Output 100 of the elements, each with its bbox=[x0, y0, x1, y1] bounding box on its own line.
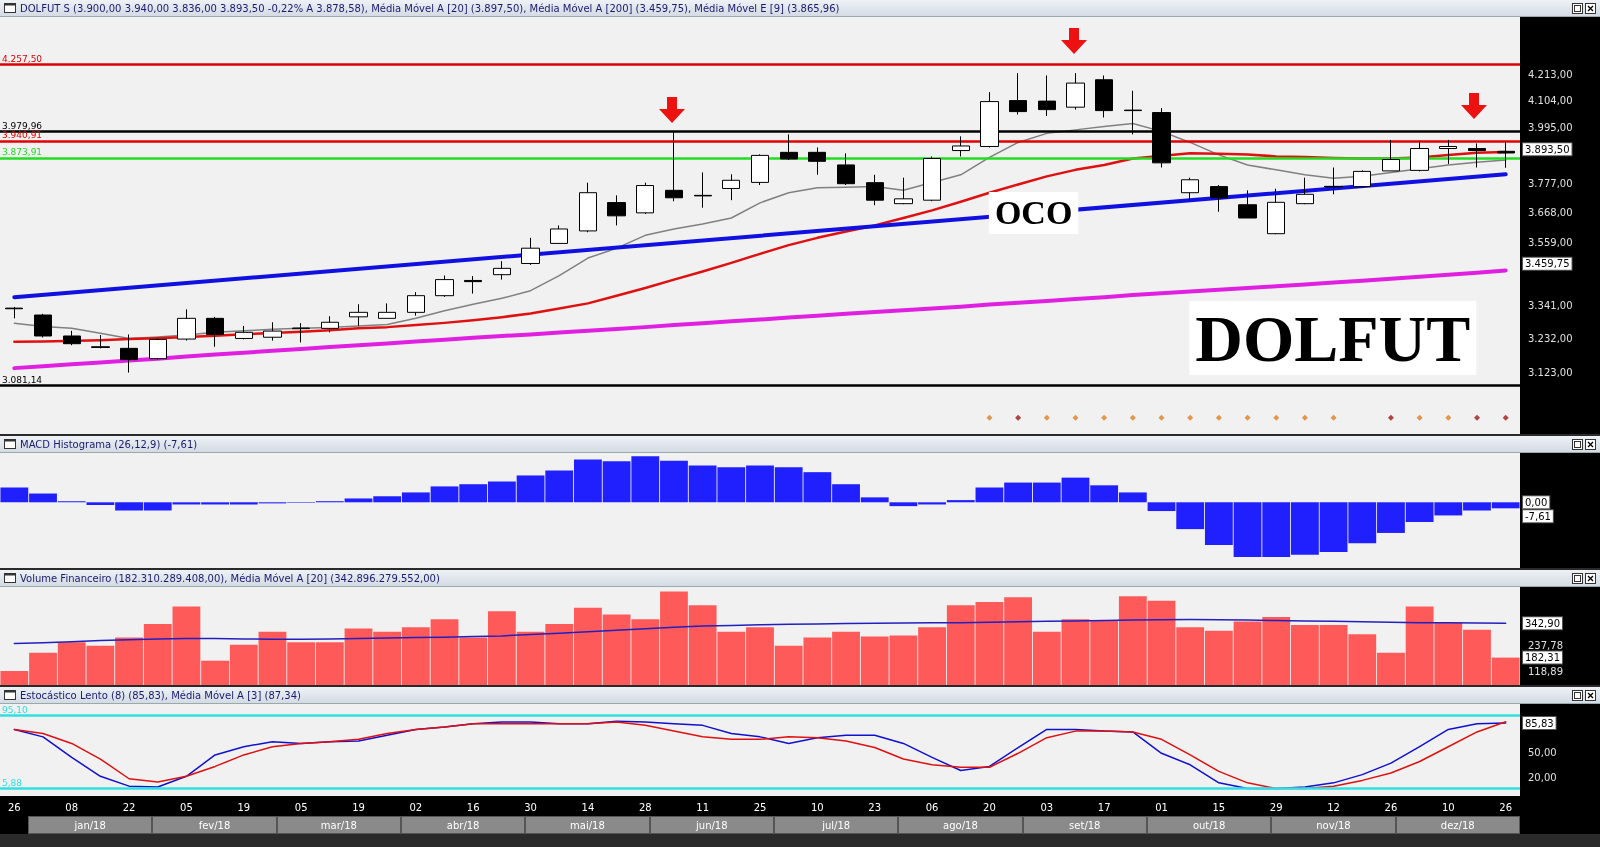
x-tick-label: 01 bbox=[1155, 801, 1168, 813]
candlestick bbox=[1324, 167, 1343, 195]
x-tick-label: 05 bbox=[180, 801, 193, 813]
candlestick bbox=[1267, 188, 1285, 235]
x-tick-label: 29 bbox=[1269, 801, 1283, 813]
candlestick bbox=[694, 171, 712, 209]
candlestick bbox=[751, 153, 769, 186]
ref-line-label: 3.940,91 bbox=[2, 130, 43, 141]
candlestick bbox=[149, 337, 167, 361]
candlestick bbox=[63, 330, 81, 346]
y-tick-label: 4.213,00 bbox=[1528, 69, 1573, 81]
candlestick bbox=[1468, 142, 1486, 169]
y-tick-label: 3.559,00 bbox=[1528, 236, 1573, 248]
text: -7,61 bbox=[1525, 510, 1551, 522]
x-tick-label: 19 bbox=[352, 801, 365, 813]
x-tick-label: 06 bbox=[925, 801, 939, 813]
candlestick bbox=[636, 182, 654, 215]
candlestick bbox=[923, 155, 941, 202]
x-tick-label: 17 bbox=[1097, 801, 1111, 813]
text: jan/18 bbox=[28, 816, 153, 834]
x-tick-label: 23 bbox=[868, 801, 882, 813]
annotation: 85,83 bbox=[1525, 717, 1554, 729]
x-tick-label: 16 bbox=[466, 801, 480, 813]
candlestick bbox=[1296, 177, 1314, 205]
candlestick bbox=[579, 182, 597, 233]
candlestick bbox=[177, 308, 196, 342]
text: set/18 bbox=[1022, 816, 1147, 834]
x-tick-label: 28 bbox=[638, 801, 652, 813]
candlestick bbox=[206, 316, 224, 348]
x-tick-label: 22 bbox=[122, 801, 136, 813]
text: dez/18 bbox=[1395, 816, 1520, 834]
candlestick bbox=[866, 174, 884, 206]
candlestick bbox=[521, 237, 540, 266]
candlestick bbox=[1410, 140, 1429, 172]
x-tick-label: 05 bbox=[294, 801, 308, 813]
x-tick-label: 10 bbox=[1441, 801, 1455, 813]
text: mai/18 bbox=[525, 816, 650, 834]
candlestick bbox=[1439, 139, 1457, 165]
candlestick bbox=[1038, 74, 1056, 117]
candlestick bbox=[1181, 177, 1199, 201]
candlestick bbox=[263, 321, 282, 342]
x-tick-label: 20 bbox=[983, 801, 996, 813]
candlestick bbox=[378, 302, 396, 319]
y-tick-label: 20,00 bbox=[1528, 771, 1557, 783]
candlestick bbox=[607, 194, 626, 226]
candlestick bbox=[894, 177, 913, 205]
ref-line-label: 3.979,96 bbox=[2, 120, 43, 131]
candlestick bbox=[435, 275, 454, 298]
text: fev/18 bbox=[152, 816, 277, 834]
x-tick-label: 26 bbox=[1384, 801, 1398, 813]
y-tick-label: 50,00 bbox=[1528, 746, 1557, 758]
annotation: OCO bbox=[994, 194, 1073, 232]
text: jun/18 bbox=[649, 816, 774, 834]
text: jul/18 bbox=[773, 816, 899, 834]
candlestick bbox=[34, 313, 52, 339]
candlestick bbox=[1009, 72, 1027, 116]
x-tick-label: 08 bbox=[65, 801, 79, 813]
candlestick bbox=[464, 275, 482, 295]
text: 3.459,75 bbox=[1525, 258, 1570, 270]
candlestick bbox=[1095, 74, 1113, 118]
candlestick bbox=[407, 291, 425, 317]
text: ago/18 bbox=[898, 816, 1023, 834]
candlestick bbox=[550, 224, 568, 245]
candlestick bbox=[1497, 140, 1515, 169]
candlestick bbox=[5, 306, 23, 319]
x-tick-label: 10 bbox=[810, 801, 824, 813]
y-tick-label: 3.232,00 bbox=[1528, 332, 1573, 344]
x-tick-label: 11 bbox=[696, 801, 710, 813]
candlestick bbox=[292, 322, 310, 343]
candlestick bbox=[1353, 169, 1371, 188]
candlestick bbox=[349, 303, 368, 327]
annotation: DOLFUT bbox=[1195, 301, 1471, 375]
candlestick bbox=[722, 173, 740, 201]
x-tick-label: 02 bbox=[409, 801, 423, 813]
annotation: 182,31 bbox=[1525, 652, 1560, 664]
candlestick bbox=[952, 135, 970, 157]
y-tick-label: 118,89 bbox=[1528, 665, 1563, 677]
x-tick-label: 25 bbox=[753, 801, 767, 813]
chart-title: Volume Financeiro (182.310.289.408,00), Média Móvel A [20] (342.896.279.552,00) bbox=[20, 572, 441, 584]
y-tick-label: 3.123,00 bbox=[1528, 366, 1573, 378]
y-tick-label: 3.341,00 bbox=[1528, 299, 1573, 311]
ref-line-label: 4.257,50 bbox=[2, 53, 43, 64]
annotation: 0,00 bbox=[1525, 496, 1548, 508]
candlestick bbox=[120, 333, 138, 374]
line-series bbox=[13, 618, 1507, 645]
x-tick-label: 03 bbox=[1040, 801, 1054, 813]
chart-title: Estocástico Lento (8) (85,83), Média Móvel A [3] (87,34) bbox=[20, 689, 302, 701]
y-tick-label: 3.777,00 bbox=[1528, 177, 1573, 189]
candlestick bbox=[321, 315, 339, 333]
x-tick-label: 26 bbox=[1499, 801, 1513, 813]
candlestick bbox=[235, 325, 253, 340]
candlestick bbox=[808, 147, 826, 176]
text: out/18 bbox=[1146, 816, 1272, 834]
line-series bbox=[12, 268, 1508, 371]
y-tick-label: 4.104,00 bbox=[1528, 95, 1573, 107]
ref-line-label: 95,10 bbox=[2, 704, 29, 715]
candlestick bbox=[1382, 139, 1400, 172]
candlestick bbox=[91, 334, 110, 349]
candlestick bbox=[1210, 184, 1228, 213]
candlestick bbox=[1066, 72, 1085, 111]
